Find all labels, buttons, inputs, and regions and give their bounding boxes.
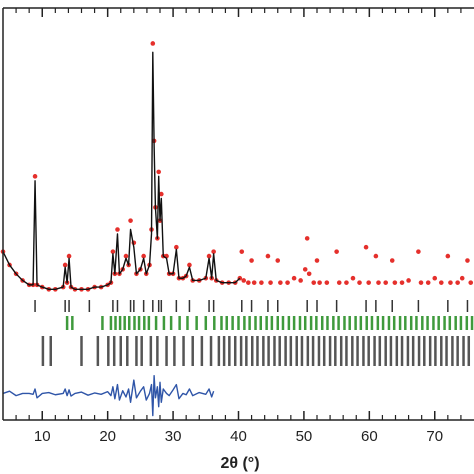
observed-point [366,280,371,285]
observed-point [187,262,192,268]
observed-point [268,280,273,285]
observed-point [314,258,320,263]
observed-point [246,280,251,285]
observed-point [174,244,179,250]
observed-point [389,258,395,263]
x-tick-label: 60 [361,428,378,445]
observed-point [465,258,470,263]
observed-point [432,275,438,281]
observed-point [373,253,379,259]
x-tick-label: 50 [296,428,313,445]
observed-point [357,280,362,285]
observed-point [115,227,120,232]
observed-point [317,280,322,285]
observed-point [110,249,116,254]
observed-point [406,278,411,283]
x-axis-title: 2θ (°) [220,455,259,472]
observed-point [425,280,431,285]
observed-point [334,249,339,254]
observed-point [249,258,254,263]
observed-point [239,249,245,254]
observed-point [350,275,356,281]
observed-point [298,278,303,283]
observed-point [311,280,317,285]
x-tick-label: 70 [426,428,443,445]
observed-point [123,253,129,259]
observed-point [211,249,216,254]
observed-point [459,275,465,281]
observed-point [416,249,421,254]
observed-point [418,280,424,285]
observed-point [285,280,290,285]
observed-point [159,191,164,197]
x-tick-label: 10 [34,428,51,445]
observed-point [383,280,388,285]
x-tick-label: 30 [165,428,182,445]
observed-point [62,262,68,268]
observed-point [399,280,405,285]
series-line [2,51,241,291]
observed-point [275,258,281,263]
observed-point [32,174,38,179]
observed-point [206,253,212,259]
observed-point [302,267,308,272]
observed-point [304,236,310,241]
observed-point [128,218,133,223]
observed-point [141,253,146,259]
observed-point [324,280,330,285]
observed-point [241,278,247,283]
observed-point [344,280,349,285]
observed-point [336,280,342,285]
observed-point [291,275,297,281]
observed-point [66,253,72,259]
observed-point [265,253,271,259]
observed-point [251,280,257,285]
observed-point [438,280,444,285]
observed-point [455,280,460,285]
observed-point [363,244,369,250]
observed-point [278,280,283,285]
x-tick-label: 40 [230,428,247,445]
observed-point [259,280,264,285]
series-line [2,375,215,417]
observed-point [445,253,451,259]
x-tick-label: 20 [99,428,116,445]
observed-point [468,280,474,285]
observed-point [306,271,312,277]
observed-point [448,280,453,285]
observed-point [392,280,398,285]
observed-point [150,41,156,46]
observed-point [376,280,381,285]
observed-point [156,169,161,175]
